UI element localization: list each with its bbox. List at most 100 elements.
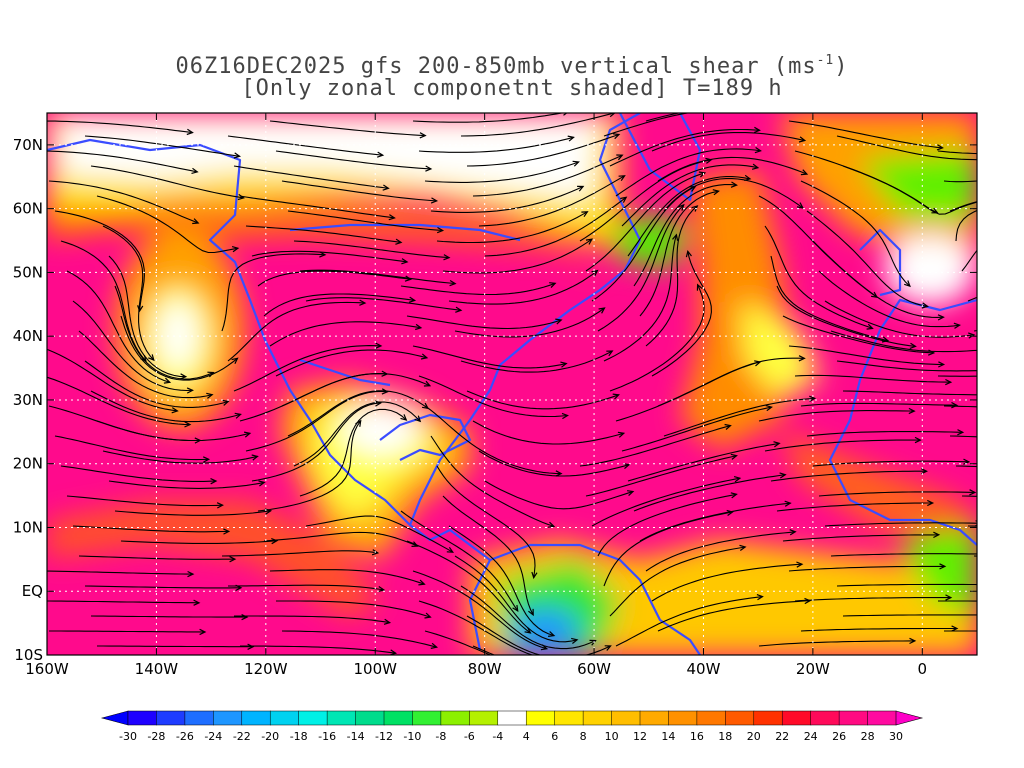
streamline (293, 240, 450, 259)
streamline (627, 442, 780, 482)
lat-tick-label: 50N (13, 263, 43, 281)
streamline (430, 435, 555, 527)
streamline (980, 136, 992, 137)
streamline-arrow (233, 152, 241, 159)
streamline (96, 420, 251, 442)
streamline-arrow (241, 613, 249, 621)
colorbar-swatch (469, 710, 499, 726)
streamline-arrow (993, 223, 998, 228)
streamline-arrow (376, 151, 385, 158)
streamline-arrow (377, 586, 386, 593)
colorbar-label: -8 (435, 730, 446, 743)
streamline (257, 420, 362, 512)
streamline-arrow (987, 178, 992, 183)
streamline-arrow (430, 642, 439, 649)
streamline-arrow (186, 128, 194, 136)
colorbar-swatch (525, 710, 556, 726)
lon-tick-label: 100W (354, 660, 398, 678)
colorbar-swatch (326, 710, 357, 726)
streamline-arrow (979, 199, 985, 204)
streamline-arrow (991, 202, 996, 207)
streamline (961, 249, 977, 272)
lon-tick-label: 140W (135, 660, 179, 678)
streamline-arrow (904, 280, 911, 288)
streamline (281, 180, 437, 202)
streamline (937, 150, 977, 155)
streamline (275, 349, 428, 377)
streamline-arrow (800, 169, 809, 176)
lon-tick-label: 60W (577, 660, 611, 678)
colorbar-swatch (298, 710, 328, 726)
streamline (842, 390, 977, 396)
streamline-arrow (430, 197, 439, 204)
streamline (943, 405, 977, 408)
streamline (84, 585, 241, 589)
streamline (627, 176, 751, 257)
colorbar-label: -12 (375, 730, 393, 743)
streamline-arrow (765, 405, 773, 412)
streamline-arrow (938, 361, 946, 368)
streamline (597, 204, 685, 332)
streamline (806, 210, 928, 307)
streamline (47, 150, 198, 173)
lon-tick-label: 40W (687, 660, 721, 678)
streamline-arrow (987, 629, 992, 634)
streamline (651, 131, 805, 152)
streamline (603, 234, 677, 362)
shade-ne-atlantic-green (860, 150, 977, 220)
streamline (269, 569, 425, 585)
colorbar-label: 4 (523, 730, 530, 743)
streamline (120, 540, 277, 544)
streamline-arrow (609, 113, 616, 118)
grid-lines (47, 113, 977, 655)
streamline (657, 600, 811, 632)
streamline (800, 627, 957, 632)
streamline-arrow (987, 524, 992, 529)
streamline-arrow (990, 287, 995, 292)
streamline-arrow (271, 537, 279, 545)
streamline-arrow (568, 670, 574, 675)
streamline (412, 570, 547, 650)
streamline-arrow (555, 470, 563, 477)
streamline-arrow (696, 283, 703, 291)
streamline-arrow (798, 355, 806, 362)
streamline-arrow (556, 657, 562, 662)
colorbar-swatch (781, 710, 812, 726)
streamline-arrow (560, 361, 568, 368)
streamline (603, 511, 733, 587)
streamline-arrow (987, 435, 992, 440)
streamline (454, 307, 605, 338)
streamline-arrow (987, 358, 992, 363)
streamline (305, 297, 462, 311)
streamline (275, 150, 431, 170)
streamline-arrow (988, 612, 993, 617)
streamline-arrow (561, 412, 569, 420)
streamline (842, 614, 977, 617)
streamline (54, 435, 209, 461)
shade-ne-atlantic-orange (780, 113, 977, 260)
streamline-arrow (920, 468, 928, 475)
streamline (800, 180, 911, 287)
streamline-arrow (572, 160, 580, 167)
streamline (263, 293, 415, 317)
streamline (585, 455, 737, 497)
streamline-arrow (933, 531, 941, 539)
coast-south-america-west (468, 559, 491, 651)
streamline-arrow (424, 612, 432, 619)
streamline-arrow (618, 175, 626, 182)
coast-gulf (379, 413, 472, 461)
shade-pacific-white (158, 300, 198, 370)
colorbar-swatch (383, 710, 413, 726)
streamline-arrow (779, 472, 787, 479)
streamline (276, 600, 431, 618)
streamline-arrow (567, 135, 575, 142)
colorbar-swatch (241, 710, 271, 726)
streamline-arrow (730, 492, 738, 499)
streamline-arrow (987, 418, 992, 423)
coast-europe-africa (828, 298, 977, 546)
streamline (90, 165, 244, 199)
streamline-arrow (512, 604, 519, 613)
streamline-arrow (617, 431, 626, 438)
colorbar-label: -4 (492, 730, 503, 743)
streamline (299, 408, 407, 497)
